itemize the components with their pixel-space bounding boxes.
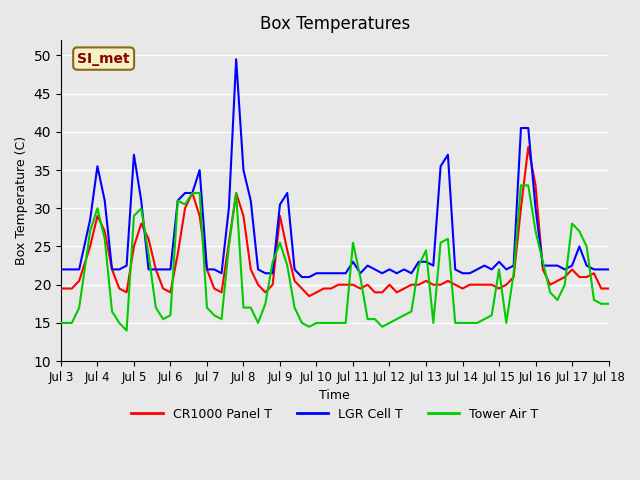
Text: SI_met: SI_met (77, 51, 130, 66)
Y-axis label: Box Temperature (C): Box Temperature (C) (15, 136, 28, 265)
X-axis label: Time: Time (319, 389, 350, 402)
Title: Box Temperatures: Box Temperatures (260, 15, 410, 33)
Legend: CR1000 Panel T, LGR Cell T, Tower Air T: CR1000 Panel T, LGR Cell T, Tower Air T (126, 403, 543, 425)
